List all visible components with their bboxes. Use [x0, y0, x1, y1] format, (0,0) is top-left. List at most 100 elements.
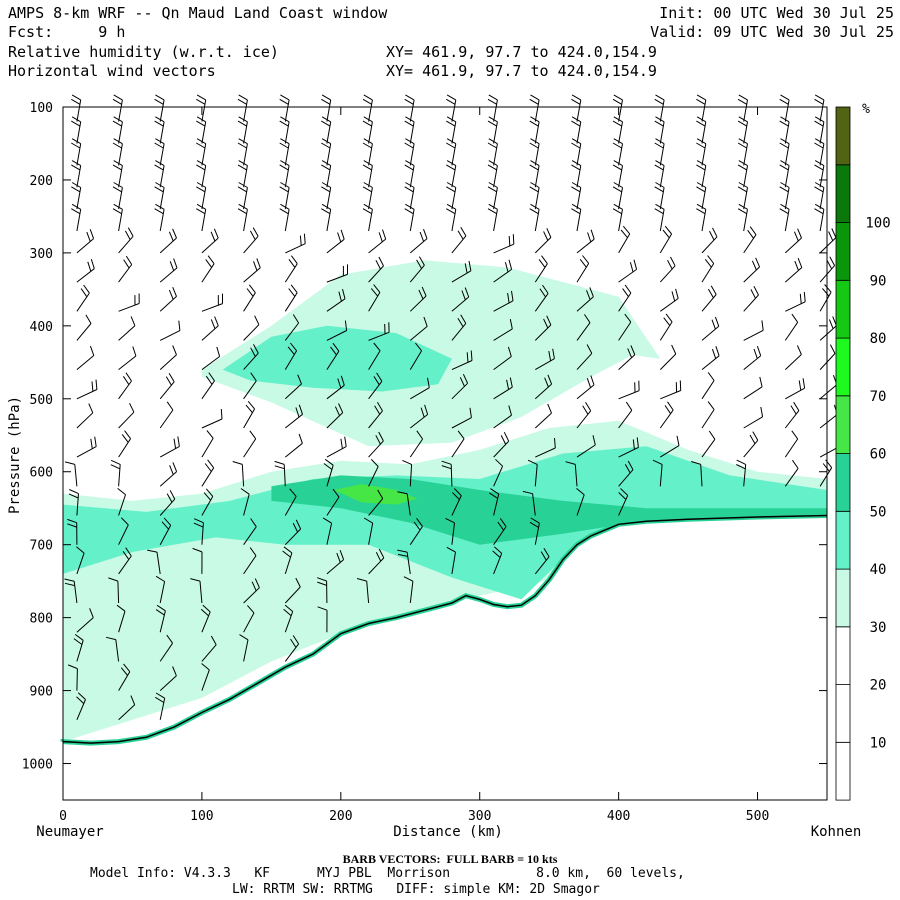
- wind-barb: [108, 577, 120, 604]
- wind-barb: [814, 160, 825, 188]
- wind-barb: [159, 287, 177, 312]
- wind-barb: [701, 316, 720, 341]
- wind-barb: [819, 284, 832, 312]
- wind-barb: [201, 459, 215, 487]
- wind-barb: [243, 547, 257, 575]
- wind-barb: [404, 182, 415, 210]
- wind-barb: [660, 435, 680, 458]
- wind-barb: [118, 372, 132, 400]
- wind-barb: [112, 160, 123, 188]
- wind-barb: [159, 517, 172, 545]
- wind-barb: [819, 344, 836, 370]
- wind-barb: [196, 160, 207, 188]
- wind-barb: [71, 138, 82, 166]
- wind-barb: [402, 459, 413, 487]
- wind-barb: [814, 138, 825, 166]
- y-tick-label: 500: [30, 393, 53, 408]
- wind-barb: [67, 664, 78, 691]
- wind-barb: [112, 116, 123, 144]
- wind-barb: [368, 548, 385, 575]
- wind-barb: [576, 255, 590, 283]
- wind-barb: [493, 377, 513, 400]
- colorbar-label: 90: [870, 273, 887, 289]
- wind-barb: [159, 462, 178, 487]
- wind-barb: [368, 229, 387, 254]
- wind-barb: [196, 94, 207, 122]
- wind-barb: [155, 575, 166, 604]
- wind-barb: [397, 491, 411, 516]
- colorbar: 10 20 30 40 50 60 70 80 90 100: [835, 106, 891, 801]
- wind-barb: [618, 259, 638, 283]
- wind-barb: [654, 160, 665, 188]
- wind-barb: [529, 116, 540, 144]
- wind-barb: [368, 372, 383, 400]
- wind-barb: [487, 182, 498, 210]
- wind-barb: [201, 228, 219, 254]
- wind-barb: [201, 488, 214, 516]
- wind-barb: [701, 255, 715, 283]
- wind-barb: [409, 518, 423, 545]
- colorbar-bin: [835, 626, 851, 685]
- wind-barb: [237, 182, 248, 210]
- cross-section-coords: XY= 461.9, 97.7 to 424.0,154.9: [386, 43, 657, 61]
- wind-barb: [118, 517, 129, 545]
- wind-barb: [779, 138, 790, 166]
- wind-barb: [576, 488, 585, 516]
- wind-barb: [785, 378, 806, 400]
- wind-barb: [154, 116, 165, 144]
- wind-barb: [814, 94, 825, 122]
- wind-barb: [279, 138, 290, 166]
- wind-barb: [279, 203, 290, 232]
- wind-barb: [451, 260, 472, 283]
- wind-barb: [576, 314, 591, 341]
- wind-barb: [404, 160, 415, 188]
- wind-barb: [403, 576, 414, 604]
- wind-barb: [239, 634, 249, 662]
- wind-barb: [409, 404, 429, 429]
- wind-barb: [522, 490, 536, 516]
- wind-barb: [576, 229, 595, 254]
- y-tick-label: 100: [30, 101, 53, 116]
- wind-barb: [404, 138, 415, 166]
- colorbar-bin: [835, 741, 851, 801]
- wind-barb: [243, 344, 259, 370]
- wind-barb: [154, 160, 165, 188]
- field-label: Relative humidity (w.r.t. ice): [8, 43, 279, 61]
- wind-barb: [326, 488, 340, 516]
- y-tick-label: 900: [30, 685, 53, 700]
- wind-barb: [71, 160, 82, 188]
- wind-barb: [784, 313, 799, 341]
- wind-barb: [819, 375, 838, 400]
- wind-barb: [409, 256, 425, 283]
- wind-barb: [576, 401, 592, 429]
- colorbar-label: 60: [870, 447, 887, 463]
- wind-barb: [154, 138, 165, 166]
- wind-barb: [535, 438, 556, 458]
- wind-barb: [654, 116, 665, 144]
- colorbar-bin: [835, 453, 851, 512]
- wind-barb: [529, 203, 540, 232]
- plot-frame: [62, 106, 828, 801]
- wind-barb: [76, 345, 95, 370]
- wind-barb: [612, 116, 623, 144]
- wind-barb: [529, 94, 540, 122]
- humidity-region-5: [333, 484, 418, 505]
- wind-barb: [493, 319, 513, 341]
- wind-barb: [356, 578, 370, 604]
- colorbar-bin: [835, 684, 851, 743]
- wind-barb: [284, 342, 298, 370]
- wind-barb: [446, 116, 457, 144]
- wind-barb: [76, 403, 94, 429]
- wind-barb: [326, 403, 344, 429]
- wind-barb: [243, 284, 256, 312]
- wind-barb: [279, 182, 290, 210]
- wind-barb: [819, 404, 838, 429]
- wind-barb: [321, 94, 332, 122]
- wind-barb: [743, 406, 764, 429]
- wind-barb: [68, 489, 79, 516]
- wind-barb: [368, 284, 381, 312]
- wind-barb: [493, 234, 515, 254]
- colorbar-label: 70: [870, 389, 887, 405]
- wind-barb: [283, 604, 294, 633]
- wind-barb: [814, 203, 825, 232]
